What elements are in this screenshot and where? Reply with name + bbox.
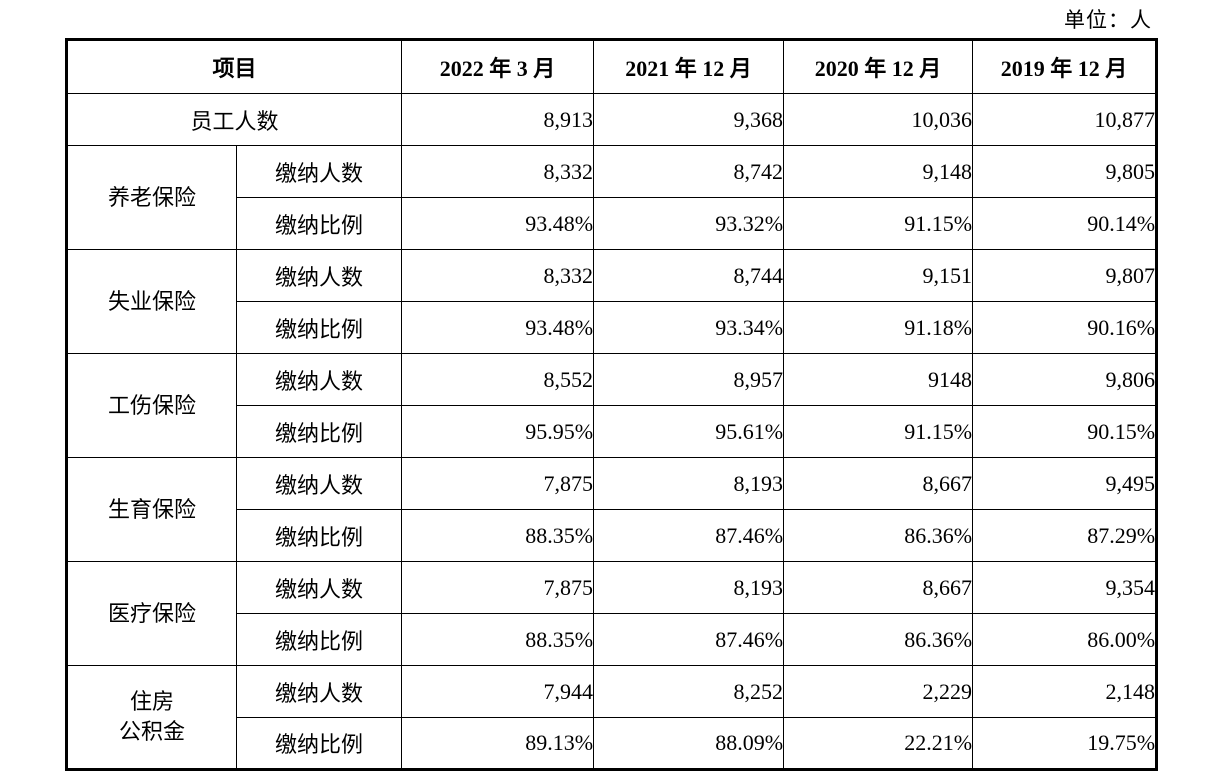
- work-injury-count-2019-12: 9,806: [972, 353, 1158, 406]
- housing-fund-ratio-2022-03: 89.13%: [401, 717, 595, 770]
- category-work-injury-insurance: 工伤保险: [66, 353, 237, 458]
- insurance-table: 项目 2022 年 3 月 2021 年 12 月 2020 年 12 月 20…: [65, 38, 1159, 771]
- work-injury-count-2021-12: 8,957: [593, 353, 785, 406]
- housing-fund-ratio-label: 缴纳比例: [235, 717, 403, 770]
- medical-ratio-2020-12: 86.36%: [783, 613, 974, 666]
- maternity-ratio-2021-12: 87.46%: [593, 509, 785, 562]
- medical-ratio-2019-12: 86.00%: [972, 613, 1158, 666]
- maternity-count-label: 缴纳人数: [235, 457, 403, 510]
- housing-fund-ratio-row: 缴纳比例 89.13% 88.09% 22.21% 19.75%: [67, 717, 1158, 770]
- medical-ratio-2022-03: 88.35%: [401, 613, 595, 666]
- maternity-count-2022-03: 7,875: [401, 457, 595, 510]
- maternity-ratio-row: 缴纳比例 88.35% 87.46% 86.36% 87.29%: [67, 509, 1158, 562]
- table-header-row: 项目 2022 年 3 月 2021 年 12 月 2020 年 12 月 20…: [65, 39, 1158, 94]
- housing-fund-ratio-2019-12: 19.75%: [972, 717, 1158, 770]
- maternity-ratio-2020-12: 86.36%: [783, 509, 974, 562]
- pension-ratio-2019-12: 90.14%: [972, 197, 1158, 250]
- employee-count-row: 员工人数 8,913 9,368 10,036 10,877: [65, 93, 1158, 146]
- pension-count-2021-12: 8,742: [593, 145, 785, 198]
- medical-count-2019-12: 9,354: [972, 561, 1158, 614]
- unemployment-ratio-2021-12: 93.34%: [593, 301, 785, 354]
- housing-fund-ratio-2021-12: 88.09%: [593, 717, 785, 770]
- housing-fund-count-label: 缴纳人数: [235, 665, 403, 718]
- housing-fund-count-2021-12: 8,252: [593, 665, 785, 718]
- header-2019-12: 2019 年 12 月: [972, 39, 1158, 94]
- unemployment-count-2022-03: 8,332: [401, 249, 595, 302]
- medical-count-2021-12: 8,193: [593, 561, 785, 614]
- medical-count-2022-03: 7,875: [401, 561, 595, 614]
- category-housing-fund: 住房 公积金: [66, 665, 237, 770]
- work-injury-count-row: 工伤保险 缴纳人数 8,552 8,957 9148 9,806: [66, 353, 1158, 458]
- work-injury-ratio-2019-12: 90.15%: [972, 405, 1158, 458]
- pension-count-2022-03: 8,332: [401, 145, 595, 198]
- medical-ratio-row: 缴纳比例 88.35% 87.46% 86.36% 86.00%: [67, 613, 1158, 666]
- pension-ratio-2021-12: 93.32%: [593, 197, 785, 250]
- pension-count-label: 缴纳人数: [235, 145, 403, 198]
- employee-count-2020-12: 10,036: [783, 93, 974, 146]
- maternity-count-2021-12: 8,193: [593, 457, 785, 510]
- header-2020-12: 2020 年 12 月: [783, 39, 974, 94]
- pension-ratio-label: 缴纳比例: [235, 197, 403, 250]
- work-injury-ratio-label: 缴纳比例: [235, 405, 403, 458]
- header-2022-03: 2022 年 3 月: [401, 39, 595, 94]
- maternity-ratio-2019-12: 87.29%: [972, 509, 1158, 562]
- unit-label: 单位：人: [1064, 8, 1152, 32]
- pension-count-2019-12: 9,805: [972, 145, 1158, 198]
- unemployment-ratio-label: 缴纳比例: [235, 301, 403, 354]
- work-injury-ratio-2022-03: 95.95%: [401, 405, 595, 458]
- housing-fund-ratio-2020-12: 22.21%: [783, 717, 974, 770]
- unemployment-ratio-2019-12: 90.16%: [972, 301, 1158, 354]
- maternity-count-2019-12: 9,495: [972, 457, 1158, 510]
- housing-fund-count-2019-12: 2,148: [972, 665, 1158, 718]
- pension-ratio-2022-03: 93.48%: [401, 197, 595, 250]
- housing-fund-count-2020-12: 2,229: [783, 665, 974, 718]
- unemployment-ratio-2022-03: 93.48%: [401, 301, 595, 354]
- category-maternity-insurance: 生育保险: [66, 457, 237, 562]
- medical-ratio-label: 缴纳比例: [235, 613, 403, 666]
- medical-count-label: 缴纳人数: [235, 561, 403, 614]
- header-item: 项目: [65, 39, 403, 94]
- unemployment-count-2019-12: 9,807: [972, 249, 1158, 302]
- maternity-ratio-label: 缴纳比例: [235, 509, 403, 562]
- employee-count-label: 员工人数: [65, 93, 403, 146]
- unemployment-ratio-2020-12: 91.18%: [783, 301, 974, 354]
- unemployment-count-2021-12: 8,744: [593, 249, 785, 302]
- pension-count-2020-12: 9,148: [783, 145, 974, 198]
- work-injury-count-2022-03: 8,552: [401, 353, 595, 406]
- category-medical-insurance: 医疗保险: [66, 561, 237, 666]
- housing-fund-count-row: 住房 公积金 缴纳人数 7,944 8,252 2,229 2,148: [66, 665, 1158, 770]
- pension-ratio-2020-12: 91.15%: [783, 197, 974, 250]
- work-injury-count-label: 缴纳人数: [235, 353, 403, 406]
- category-pension-insurance: 养老保险: [66, 145, 237, 250]
- medical-count-row: 医疗保险 缴纳人数 7,875 8,193 8,667 9,354: [66, 561, 1158, 666]
- maternity-count-row: 生育保险 缴纳人数 7,875 8,193 8,667 9,495: [66, 457, 1158, 562]
- medical-ratio-2021-12: 87.46%: [593, 613, 785, 666]
- header-2021-12: 2021 年 12 月: [593, 39, 785, 94]
- maternity-count-2020-12: 8,667: [783, 457, 974, 510]
- work-injury-count-2020-12: 9148: [783, 353, 974, 406]
- employee-count-2019-12: 10,877: [972, 93, 1158, 146]
- unemployment-count-row: 失业保险 缴纳人数 8,332 8,744 9,151 9,807: [66, 249, 1158, 354]
- pension-count-row: 养老保险 缴纳人数 8,332 8,742 9,148 9,805: [66, 145, 1158, 250]
- housing-fund-count-2022-03: 7,944: [401, 665, 595, 718]
- unemployment-ratio-row: 缴纳比例 93.48% 93.34% 91.18% 90.16%: [67, 301, 1158, 354]
- employee-count-2022-03: 8,913: [401, 93, 595, 146]
- unemployment-count-label: 缴纳人数: [235, 249, 403, 302]
- work-injury-ratio-2021-12: 95.61%: [593, 405, 785, 458]
- work-injury-ratio-2020-12: 91.15%: [783, 405, 974, 458]
- category-unemployment-insurance: 失业保险: [66, 249, 237, 354]
- maternity-ratio-2022-03: 88.35%: [401, 509, 595, 562]
- medical-count-2020-12: 8,667: [783, 561, 974, 614]
- unemployment-count-2020-12: 9,151: [783, 249, 974, 302]
- employee-count-2021-12: 9,368: [593, 93, 785, 146]
- work-injury-ratio-row: 缴纳比例 95.95% 95.61% 91.15% 90.15%: [67, 405, 1158, 458]
